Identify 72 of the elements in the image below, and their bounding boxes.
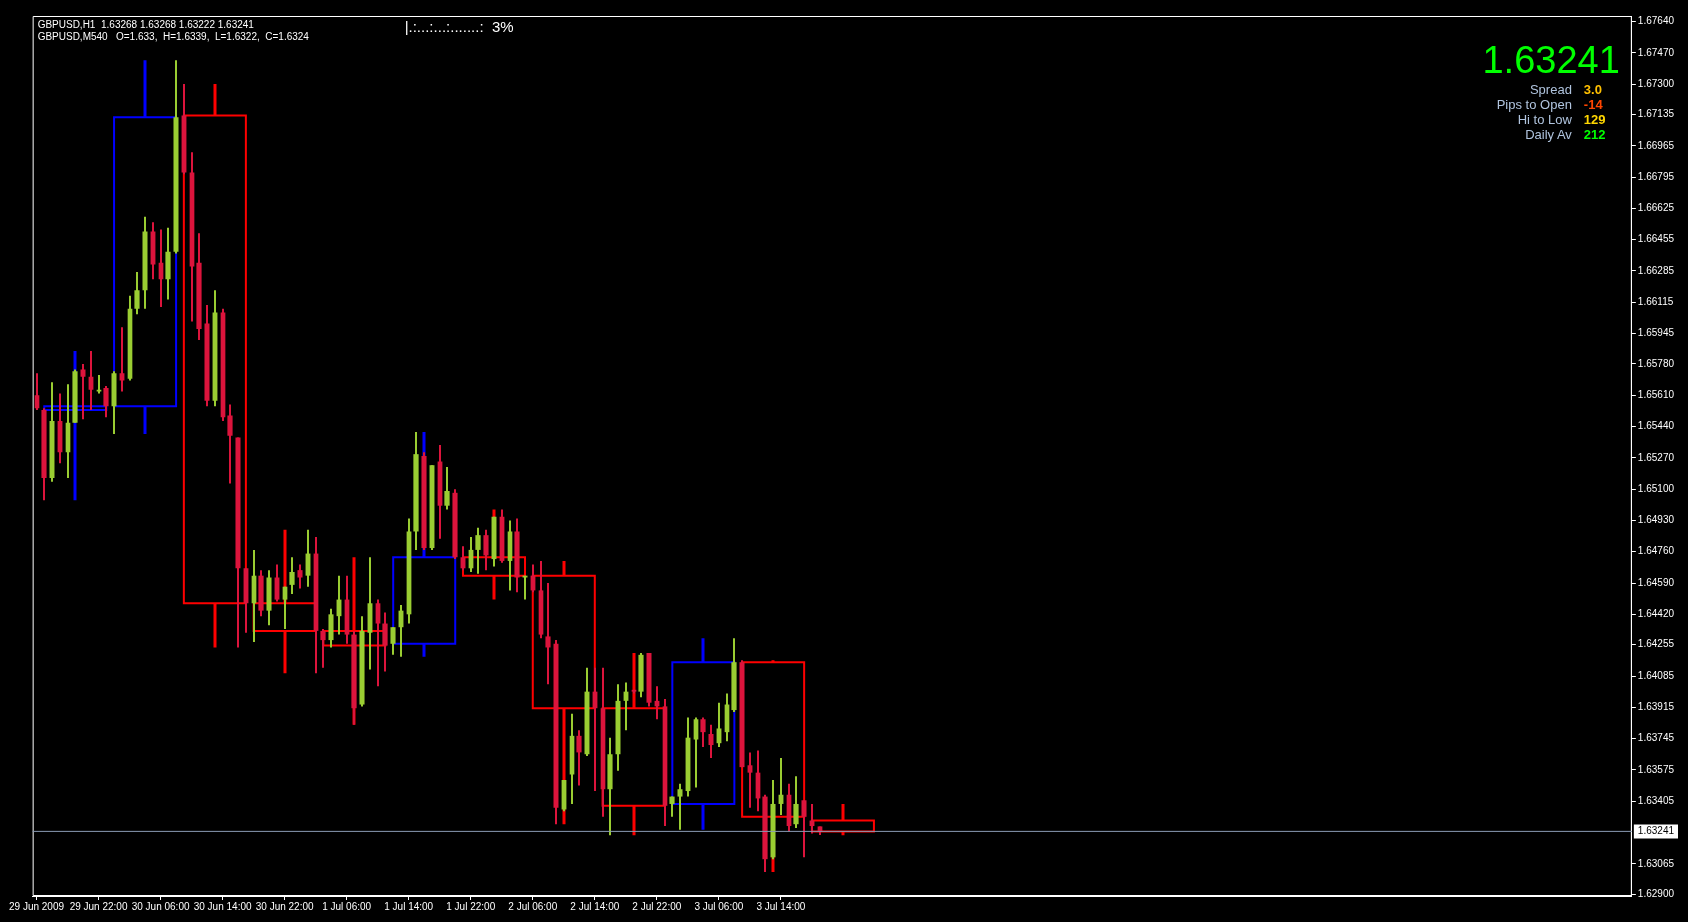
annotation: 129 [1583, 112, 1607, 127]
candlestick [475, 526, 481, 575]
y-tick-label: 1.66115 [1637, 296, 1674, 308]
ref-line-label: 1.63241 [1637, 825, 1675, 837]
annotation: 3.0 [1583, 82, 1603, 97]
x-tick-label: 2 Jul 06:00 [508, 900, 558, 912]
candlestick [700, 716, 706, 748]
candlestick [677, 782, 683, 831]
y-tick-label: 1.63745 [1637, 732, 1675, 744]
y-tick-label: 1.67300 [1637, 77, 1675, 89]
candlestick [390, 626, 396, 656]
annotation: -14 [1583, 97, 1604, 112]
y-tick-label: 1.64930 [1637, 514, 1675, 526]
y-tick-label: 1.67640 [1637, 15, 1675, 27]
y-tick-label: 1.66285 [1637, 264, 1675, 276]
annotation: Daily Av [1524, 127, 1572, 142]
x-tick-label: 3 Jul 14:00 [756, 900, 806, 912]
x-tick-label: 2 Jul 22:00 [632, 900, 682, 912]
x-tick-label: 29 Jun 2009 [8, 900, 65, 912]
x-tick-label: 1 Jul 06:00 [322, 900, 372, 912]
y-tick-label: 1.65100 [1637, 482, 1675, 494]
candlestick [545, 582, 551, 686]
candlestick [134, 270, 140, 316]
y-tick-label: 1.65440 [1637, 420, 1675, 432]
y-tick-label: 1.65270 [1637, 451, 1675, 463]
x-tick-label: 29 Jun 22:00 [69, 900, 128, 912]
annotation: GBPUSD,H1 1.63268 1.63268 1.63222 1.63241 [37, 19, 255, 31]
y-tick-label: 1.66965 [1637, 139, 1675, 151]
y-tick-label: 1.65610 [1637, 389, 1675, 400]
candlestick [708, 723, 714, 759]
y-tick-label: 1.66455 [1637, 233, 1675, 245]
y-tick-label: 1.67135 [1637, 108, 1675, 120]
x-tick-label: 2 Jul 14:00 [570, 900, 620, 912]
x-tick-label: 30 Jun 06:00 [131, 900, 190, 912]
y-tick-label: 1.63405 [1637, 794, 1675, 806]
candlestick [576, 729, 582, 787]
annotation: Spread [1528, 82, 1572, 97]
y-tick-label: 1.64085 [1637, 669, 1675, 681]
candlestick [297, 563, 303, 590]
y-tick-label: 1.65780 [1637, 357, 1675, 369]
x-tick-label: 30 Jun 14:00 [193, 900, 252, 912]
candlestick [444, 466, 450, 511]
annotation: 212 [1583, 127, 1607, 142]
annotation: Hi to Low [1516, 112, 1572, 127]
x-tick-label: 30 Jun 22:00 [255, 900, 314, 912]
candlestick [793, 775, 799, 829]
y-tick-label: 1.64590 [1637, 576, 1675, 588]
y-tick-label: 1.63065 [1637, 857, 1675, 869]
y-tick-label: 1.63915 [1637, 701, 1675, 713]
y-tick-label: 1.64255 [1637, 638, 1675, 650]
annotation: GBPUSD,M540 O=1.633, H=1.6339, L=1.6322, C=1.6324 [37, 31, 309, 43]
y-tick-label: 1.63575 [1637, 763, 1675, 775]
candlestick [289, 556, 295, 596]
candlestick [103, 385, 109, 419]
x-tick-label: 1 Jul 14:00 [384, 900, 434, 912]
x-tick-label: 3 Jul 06:00 [694, 900, 744, 912]
y-tick-label: 1.64420 [1637, 608, 1675, 620]
candlestick [320, 628, 326, 669]
candlestick [801, 799, 807, 859]
candlestick [382, 611, 388, 673]
y-tick-label: 1.66625 [1637, 202, 1675, 214]
annotation: |.:...:...:.......: 3% [404, 18, 514, 36]
x-tick-label: 1 Jul 22:00 [446, 900, 496, 912]
annotation: Pips to Open [1496, 97, 1572, 112]
annotation: 1.63241 [1482, 38, 1620, 82]
candlestick [227, 403, 233, 485]
y-tick-label: 1.67470 [1637, 46, 1675, 58]
y-tick-label: 1.62900 [1637, 887, 1675, 899]
y-tick-label: 1.66795 [1637, 170, 1675, 182]
y-tick-label: 1.64760 [1637, 545, 1675, 557]
y-tick-label: 1.65945 [1637, 327, 1675, 339]
candlestick [483, 528, 489, 572]
